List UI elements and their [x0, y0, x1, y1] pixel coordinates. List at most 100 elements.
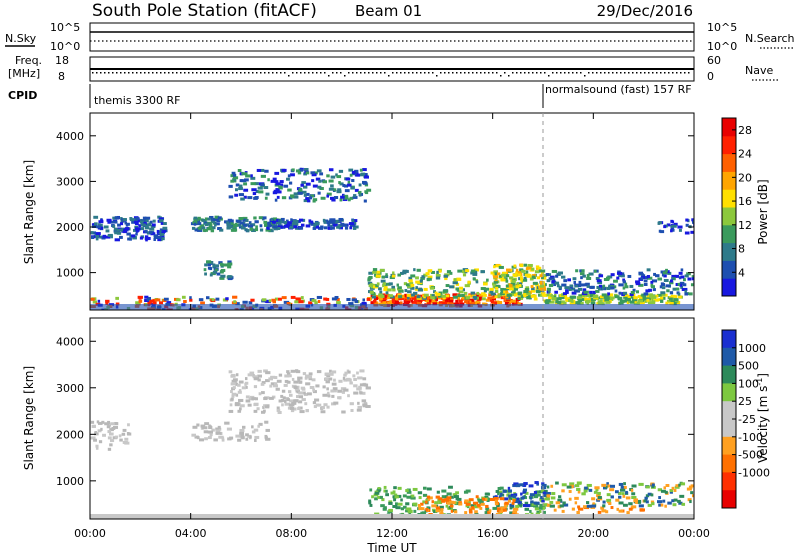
power-cell [212, 263, 216, 267]
power-cell [338, 181, 341, 185]
power-cell [140, 227, 145, 231]
velocity-colorbar-segment [722, 454, 736, 473]
power-cell [530, 285, 534, 289]
power-cell [266, 226, 270, 230]
power-cell [690, 283, 694, 287]
power-cell [601, 286, 605, 290]
power-cell [527, 295, 531, 299]
velocity-cell [394, 493, 398, 497]
power-cell [632, 288, 636, 292]
power-cell [342, 223, 348, 227]
power-cell [579, 272, 585, 276]
power-cell [644, 299, 648, 303]
velocity-cell [253, 428, 259, 432]
power-cell [157, 215, 161, 219]
nave-point [324, 72, 326, 74]
power-cell [327, 220, 332, 224]
power-cell [599, 299, 603, 303]
velocity-cell [679, 494, 685, 498]
power-cell [229, 221, 234, 225]
power-cell [287, 174, 291, 178]
velocity-cell [215, 427, 221, 431]
power-cell [245, 174, 251, 178]
nave-point [176, 72, 178, 74]
power-cell [106, 218, 112, 222]
velocity-cell [513, 482, 519, 486]
power-cell [336, 219, 340, 223]
velocity-cell [265, 371, 271, 375]
power-cell [199, 225, 203, 229]
power-cell [362, 168, 367, 172]
velocity-cell [647, 492, 652, 496]
power-cell [462, 288, 466, 292]
power-cell [153, 237, 156, 241]
power-cell [317, 191, 321, 195]
power-cell [235, 302, 240, 306]
velocity-cell [245, 437, 249, 441]
velocity-cell [281, 389, 286, 393]
power-cell [232, 295, 238, 299]
velocity-cell [622, 503, 628, 507]
power-cell [285, 223, 290, 227]
power-cell [92, 223, 96, 227]
power-cell [212, 270, 217, 274]
power-cell [336, 301, 341, 305]
power-cell [510, 282, 515, 286]
nave-point [96, 72, 98, 74]
power-cell [421, 275, 425, 279]
power-cell [295, 297, 301, 301]
power-cell [391, 285, 396, 289]
power-cell [531, 275, 536, 279]
velocity-cell [94, 432, 99, 436]
power-cell [670, 227, 674, 231]
power-cell [565, 289, 569, 293]
velocity-cell [458, 502, 463, 506]
power-cell [496, 272, 501, 276]
power-cell [628, 300, 632, 304]
power-cell [134, 220, 139, 224]
power-cell [385, 275, 389, 279]
power-cell [138, 227, 141, 231]
power-cell [158, 219, 164, 223]
power-colorbar-frame [721, 117, 737, 297]
velocity-cell [464, 511, 468, 515]
velocity-cell [581, 492, 586, 496]
nave-point [672, 72, 674, 74]
velocity-cell [538, 506, 543, 510]
power-cell [623, 293, 629, 297]
velocity-cell [618, 495, 622, 499]
power-cell [267, 178, 270, 182]
nave-point [212, 72, 214, 74]
power-cell [410, 274, 416, 278]
power-cell [243, 188, 249, 192]
power-cell [449, 299, 454, 303]
velocity-cell [357, 405, 362, 409]
velocity-cell [439, 512, 444, 516]
velocity-cell [221, 436, 225, 440]
power-cell [238, 184, 243, 188]
power-cell [597, 281, 603, 285]
power-cell [678, 271, 683, 275]
power-cell [279, 180, 284, 184]
velocity-cell [110, 422, 115, 426]
power-cell [204, 263, 208, 267]
power-cell [620, 274, 625, 278]
power-cell [289, 225, 295, 229]
power-cell [443, 274, 449, 278]
power-cell [585, 293, 590, 297]
velocity-cell [280, 394, 284, 398]
velocity-cell [500, 506, 506, 510]
nave-point [472, 72, 474, 74]
power-cell [400, 271, 404, 275]
velocity-cell [405, 489, 409, 493]
power-cell [492, 273, 497, 277]
velocity-cell [591, 504, 597, 508]
power-cell [250, 298, 255, 302]
velocity-cell [452, 501, 456, 505]
power-cell [331, 221, 335, 225]
power-cell [505, 284, 510, 288]
velocity-colorbar-tick-label: -100 [738, 431, 763, 444]
velocity-cell [278, 399, 283, 403]
power-cell [685, 218, 689, 222]
